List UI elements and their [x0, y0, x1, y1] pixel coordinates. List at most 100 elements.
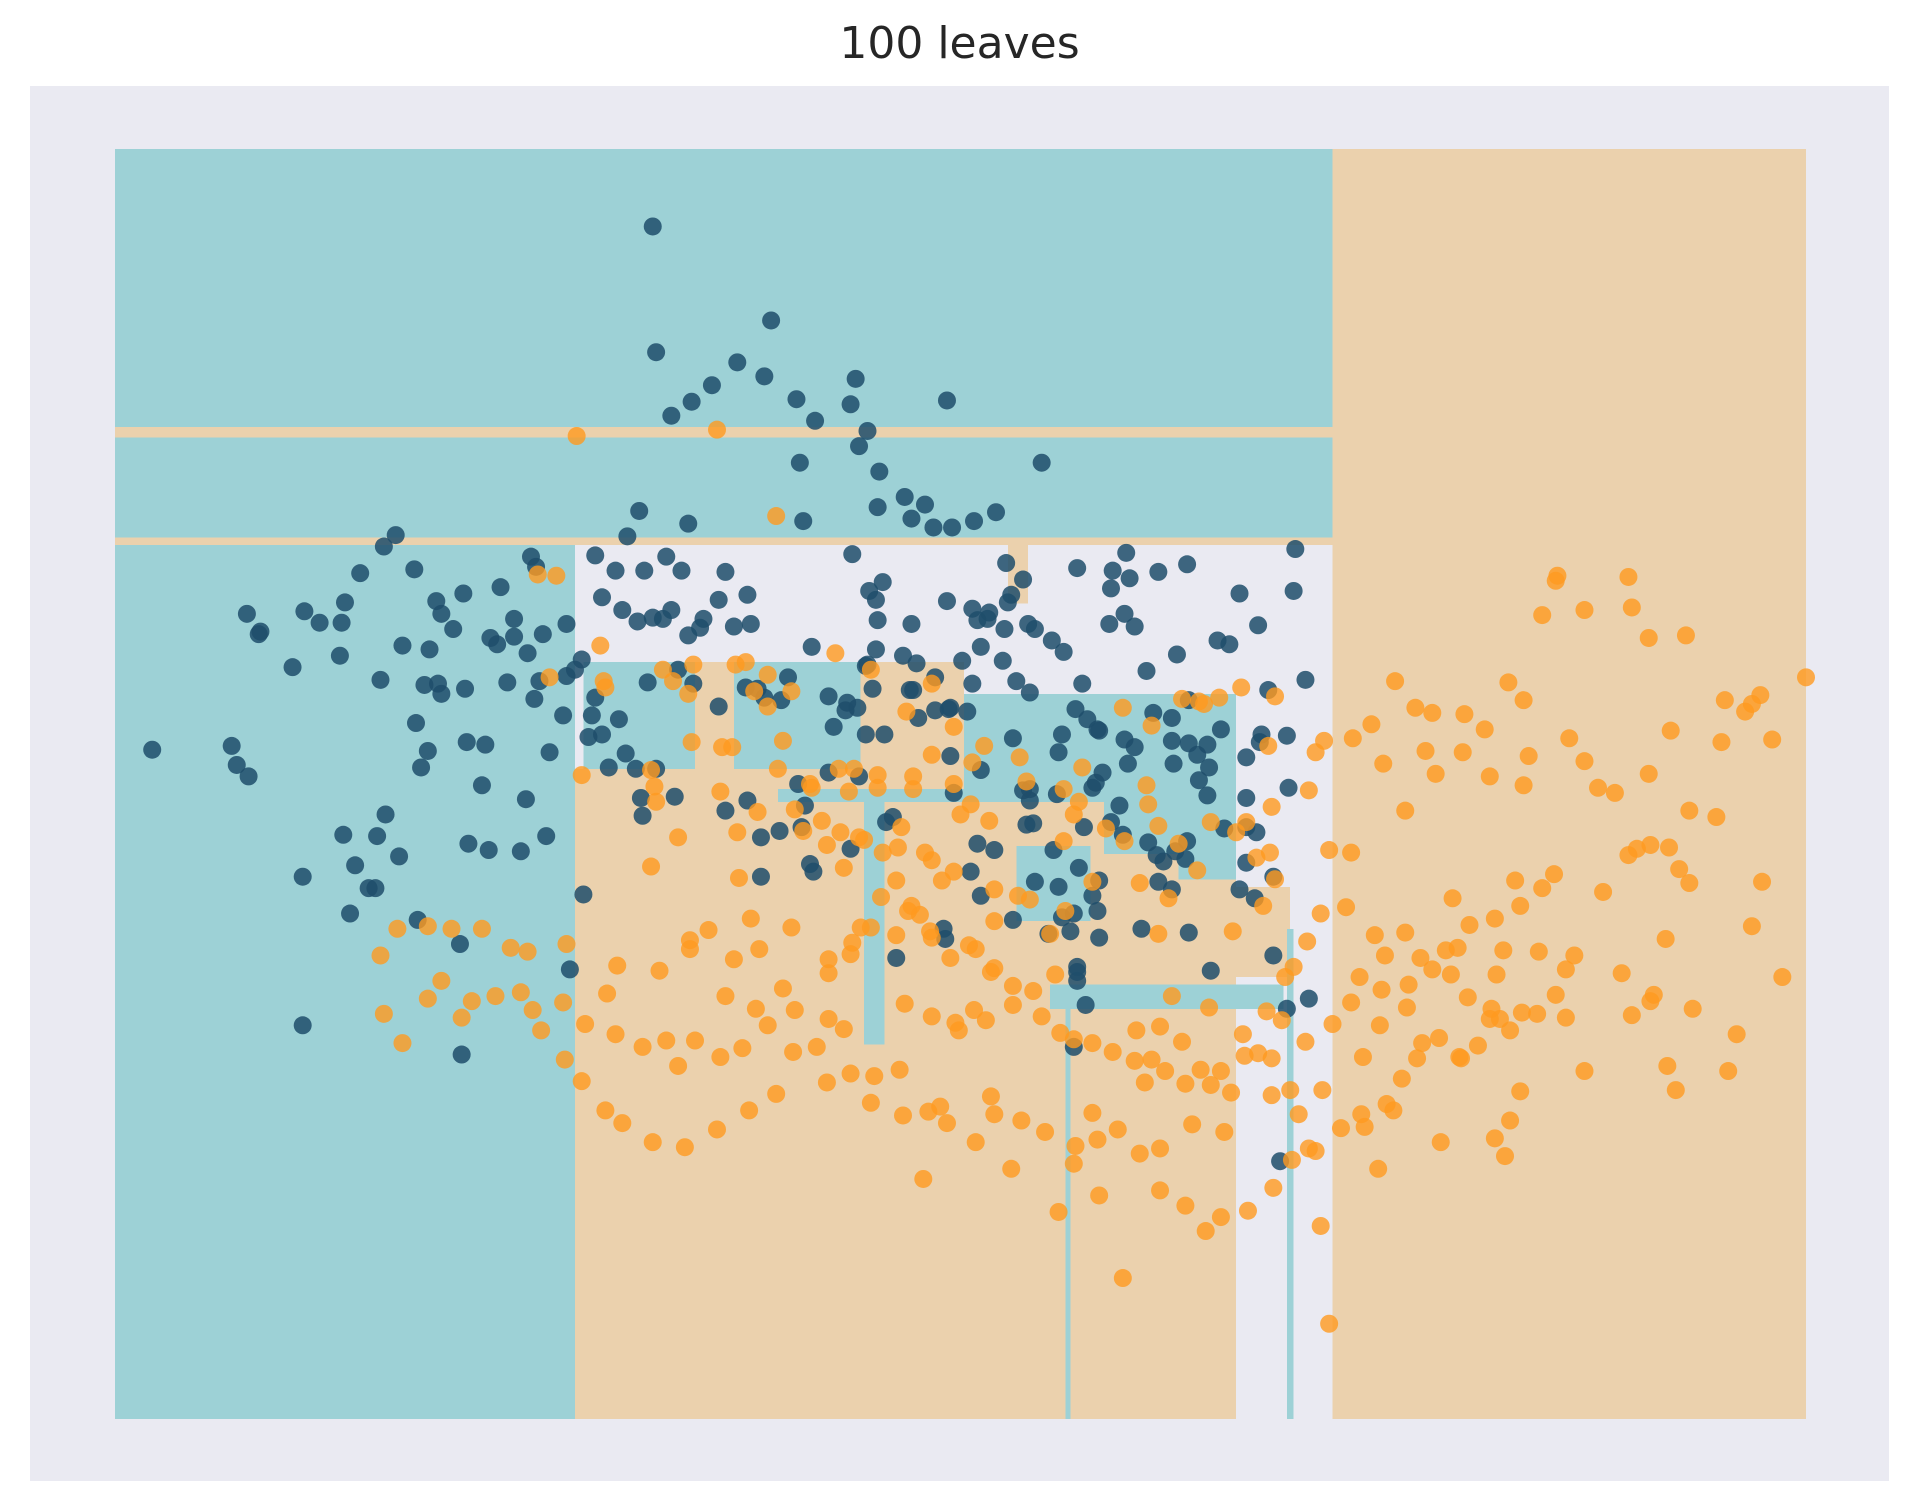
point-class-0-242: [1103, 561, 1122, 580]
point-class-0-227: [895, 487, 914, 506]
point-class-1-302: [1113, 1269, 1132, 1288]
point-class-1-263: [921, 922, 940, 941]
point-class-1-88: [642, 857, 661, 876]
decision-region-class-0-13: [1065, 984, 1071, 1419]
point-class-1-115: [1260, 843, 1279, 862]
point-class-1-255: [1103, 1042, 1122, 1061]
point-class-0-66: [1162, 708, 1181, 727]
point-class-1-149: [819, 1009, 838, 1028]
point-class-0-8: [293, 1016, 312, 1035]
point-class-1-217: [1176, 1196, 1195, 1215]
point-class-1-176: [511, 983, 530, 1002]
point-class-1-18: [1010, 748, 1029, 767]
point-class-1-44: [1715, 691, 1734, 710]
point-class-0-86: [968, 834, 987, 853]
point-class-1-208: [966, 1133, 985, 1152]
point-class-1-193: [606, 1025, 625, 1044]
point-class-0-134: [491, 578, 510, 597]
point-class-0-222: [850, 437, 869, 456]
point-class-0-290: [887, 948, 906, 967]
point-class-1-216: [1151, 1181, 1170, 1200]
point-class-1-260: [1003, 976, 1022, 995]
point-class-0-166: [953, 651, 972, 670]
point-class-0-29: [540, 743, 559, 762]
point-class-0-139: [335, 593, 354, 612]
point-class-0-106: [481, 628, 500, 647]
point-class-1-63: [1188, 861, 1207, 880]
point-class-0-214: [728, 353, 747, 372]
point-class-0-110: [593, 588, 612, 607]
point-class-1-92: [748, 802, 767, 821]
point-class-0-141: [310, 613, 329, 632]
point-class-0-121: [635, 561, 654, 580]
point-class-0-175: [1100, 614, 1119, 633]
point-class-1-211: [1036, 1122, 1055, 1141]
point-class-1-54: [1519, 747, 1538, 766]
point-class-1-365: [1370, 1016, 1389, 1035]
point-class-1-215: [1130, 1144, 1149, 1163]
point-class-0-238: [1014, 570, 1033, 589]
point-class-1-142: [608, 956, 627, 975]
point-class-1-111: [1169, 834, 1188, 853]
point-class-0-143: [386, 526, 405, 545]
point-class-0-295: [941, 698, 960, 717]
point-class-1-348: [1298, 932, 1317, 951]
point-class-1-125: [985, 912, 1004, 931]
point-class-1-104: [1017, 772, 1036, 791]
point-class-0-300: [1074, 818, 1093, 837]
point-class-1-362: [1281, 1081, 1300, 1100]
point-class-0-189: [1164, 754, 1183, 773]
point-class-1-350: [1276, 968, 1295, 987]
point-class-0-233: [965, 512, 984, 531]
point-class-1-234: [1528, 1004, 1547, 1023]
point-class-0-23: [459, 834, 478, 853]
point-class-0-144: [405, 560, 424, 579]
point-class-0-253: [1088, 902, 1107, 920]
point-class-1-75: [785, 800, 804, 819]
point-class-1-249: [1201, 1075, 1220, 1094]
point-class-1-71: [888, 838, 907, 857]
point-class-0-308: [1061, 922, 1080, 941]
point-class-1-358: [1162, 987, 1181, 1006]
point-class-1-108: [1115, 832, 1134, 851]
point-class-0-150: [393, 636, 412, 655]
point-class-1-363: [1299, 1139, 1318, 1158]
point-class-0-34: [626, 759, 645, 778]
point-class-1-109: [1139, 795, 1158, 814]
point-class-1-24: [1266, 687, 1285, 706]
point-class-1-14: [829, 759, 848, 778]
point-class-1-218: [1196, 1222, 1215, 1241]
decision-region-class-1-9: [115, 537, 1333, 546]
point-class-1-326: [1719, 1062, 1738, 1081]
point-class-1-91: [729, 868, 748, 887]
point-class-1-36: [1533, 606, 1552, 625]
point-class-0-42: [751, 867, 770, 886]
point-class-1-191: [554, 993, 573, 1012]
point-class-0-48: [824, 717, 843, 736]
point-class-1-290: [899, 902, 918, 920]
point-class-1-364: [1353, 1048, 1372, 1067]
point-class-1-269: [801, 775, 820, 793]
point-class-1-120: [1130, 874, 1149, 893]
point-class-0-108: [533, 625, 552, 644]
point-class-1-145: [669, 1056, 688, 1075]
point-class-1-171: [596, 1101, 615, 1120]
point-class-1-222: [1282, 1150, 1301, 1169]
point-class-1-10: [922, 674, 941, 693]
point-class-1-262: [959, 936, 978, 955]
point-class-1-271: [758, 697, 777, 716]
point-class-0-281: [900, 681, 919, 700]
point-class-0-50: [863, 679, 882, 698]
point-class-1-345: [1365, 926, 1384, 945]
point-class-1-340: [1443, 889, 1462, 908]
point-class-0-43: [751, 828, 770, 847]
point-class-1-165: [767, 1084, 786, 1103]
point-class-1-97: [844, 759, 863, 778]
point-class-1-76: [768, 759, 787, 778]
point-class-1-133: [819, 950, 838, 969]
point-class-1-85: [540, 668, 559, 687]
point-class-1-335: [1545, 865, 1564, 884]
point-class-0-127: [557, 614, 576, 633]
point-class-1-158: [1041, 924, 1060, 943]
point-class-1-116: [1254, 896, 1273, 915]
